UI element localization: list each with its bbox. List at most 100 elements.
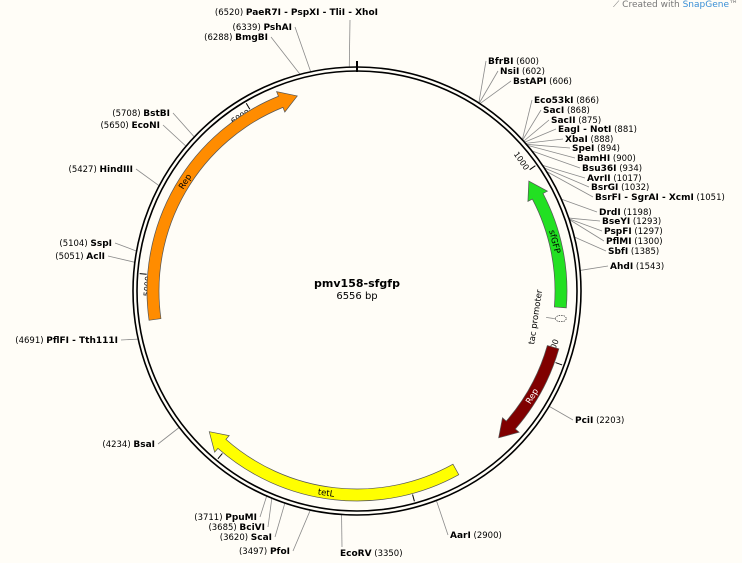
enzyme-name: PshAI <box>263 23 292 33</box>
enzyme-position: (2900) <box>471 531 502 541</box>
enzyme-leader-line <box>527 144 576 159</box>
enzyme-name: SspI <box>90 239 112 249</box>
enzyme-site-label[interactable]: Eco53kI (866) <box>534 96 599 106</box>
enzyme-name: PaeR7I - PspXI - TliI - XhoI <box>246 8 378 18</box>
enzyme-site-label[interactable]: BstAPI (606) <box>513 77 572 87</box>
enzyme-name: BfrBI <box>488 57 513 67</box>
enzyme-site-label[interactable]: AvrII (1017) <box>587 174 642 184</box>
enzyme-site-label[interactable]: PflMI (1300) <box>606 237 663 247</box>
enzyme-position: (5427) <box>69 165 100 175</box>
enzyme-site-label[interactable]: BfrBI (600) <box>488 57 539 67</box>
enzyme-site-label[interactable]: (6520) PaeR7I - PspXI - TliI - XhoI <box>215 8 378 18</box>
enzyme-site-label[interactable]: EcoRV (3350) <box>340 549 403 559</box>
enzyme-site-label[interactable]: (6339) PshAI <box>233 23 293 33</box>
enzyme-site-label[interactable]: (3620) ScaI <box>220 533 272 543</box>
enzyme-site-label[interactable]: (5051) AclI <box>55 252 105 262</box>
enzyme-leader-line <box>568 217 601 222</box>
enzyme-site-label[interactable]: PspFI (1297) <box>604 227 663 237</box>
enzyme-leader-line <box>162 124 187 147</box>
feature-arrow-sfgfp <box>527 180 568 309</box>
enzyme-site-label[interactable]: BsrGI (1032) <box>591 183 649 193</box>
enzyme-site-label[interactable]: SpeI (894) <box>572 144 620 154</box>
tick-mark <box>245 102 251 110</box>
enzyme-name: Eco53kI <box>534 96 574 106</box>
enzyme-site-label[interactable]: (4234) BsaI <box>102 440 155 450</box>
enzyme-position: (5650) <box>100 121 131 131</box>
enzyme-leader-line <box>135 168 160 187</box>
enzyme-leader-line <box>525 138 564 144</box>
enzyme-site-label[interactable]: (4691) PflFI - Tth111I <box>15 336 118 346</box>
logo-icon: ⟋ <box>612 0 623 10</box>
feature-arrow-rep <box>498 345 560 439</box>
enzyme-position: (1051) <box>694 193 725 203</box>
enzyme-name: PciI <box>575 416 593 426</box>
enzyme-leader-line <box>120 338 139 341</box>
enzyme-name: BstAPI <box>513 77 546 87</box>
enzyme-site-label[interactable]: (3497) PfoI <box>239 547 290 557</box>
enzyme-leader-line <box>569 219 605 242</box>
enzyme-site-label[interactable]: BsrFI - SgrAI - XcmI (1051) <box>595 193 725 203</box>
enzyme-leader-line <box>478 60 487 104</box>
enzyme-site-label[interactable]: Bsu36I (934) <box>582 164 642 174</box>
enzyme-leader-line <box>294 26 312 72</box>
enzyme-name: PflFI - Tth111I <box>46 336 118 346</box>
feature-arrow-rep <box>146 91 298 321</box>
enzyme-name: AclI <box>86 252 105 262</box>
enzyme-name: SacI <box>543 106 564 116</box>
enzyme-site-label[interactable]: DrdI (1198) <box>599 208 652 218</box>
enzyme-position: (1543) <box>633 262 664 272</box>
enzyme-site-label[interactable]: BamHI (900) <box>577 154 636 164</box>
enzyme-site-label[interactable]: (3711) PpuMI <box>194 513 257 523</box>
enzyme-site-label[interactable]: (5104) SspI <box>59 239 112 249</box>
enzyme-position: (1297) <box>632 227 663 237</box>
enzyme-position: (1032) <box>618 183 649 193</box>
enzyme-leader-line <box>526 143 571 149</box>
enzyme-site-label[interactable]: EagI - NotI (881) <box>558 125 637 135</box>
enzyme-leader-line <box>157 427 180 445</box>
enzyme-position: (3711) <box>194 513 225 523</box>
enzyme-site-label[interactable]: AhdI (1543) <box>610 262 664 272</box>
enzyme-position: (3685) <box>208 523 239 533</box>
feature-label: sfGFP <box>546 229 562 255</box>
enzyme-site-label[interactable]: AarI (2900) <box>450 531 502 541</box>
enzyme-leader-line <box>478 70 499 104</box>
enzyme-position: (875) <box>576 116 602 126</box>
enzyme-position: (888) <box>588 135 614 145</box>
enzyme-leader-line <box>574 236 607 252</box>
enzyme-position: (881) <box>611 125 637 135</box>
enzyme-position: (1198) <box>621 208 652 218</box>
enzyme-site-label[interactable]: (6288) BmgBI <box>204 33 268 43</box>
enzyme-name: AhdI <box>610 262 633 272</box>
enzyme-leader-line <box>524 128 557 143</box>
enzyme-leader-line <box>531 150 581 169</box>
enzyme-position: (3350) <box>372 549 403 559</box>
enzyme-name: BciVI <box>239 523 265 533</box>
enzyme-position: (2203) <box>593 416 624 426</box>
enzyme-site-label[interactable]: BseYI (1293) <box>602 217 661 227</box>
enzyme-site-label[interactable]: NsiI (602) <box>500 67 545 77</box>
enzyme-name: SacII <box>551 116 576 126</box>
promoter-label: tac promoter <box>527 288 545 345</box>
enzyme-position: (5708) <box>112 109 143 119</box>
enzyme-position: (866) <box>574 96 600 106</box>
enzyme-position: (602) <box>519 67 545 77</box>
enzyme-site-label[interactable]: (5708) BstBI <box>112 109 170 119</box>
enzyme-site-label[interactable]: XbaI (888) <box>565 135 613 145</box>
enzyme-position: (934) <box>617 164 643 174</box>
enzyme-name: EcoNI <box>131 121 160 131</box>
enzyme-site-label[interactable]: PciI (2203) <box>575 416 624 426</box>
enzyme-site-label[interactable]: SacII (875) <box>551 116 601 126</box>
enzyme-site-label[interactable]: (5427) HindIII <box>69 165 133 175</box>
enzyme-position: (3620) <box>220 533 251 543</box>
enzyme-site-label[interactable]: SbfI (1385) <box>608 247 659 257</box>
enzyme-site-label[interactable]: (3685) BciVI <box>208 523 265 533</box>
enzyme-leader-line <box>546 170 594 198</box>
enzyme-site-label[interactable]: (5650) EcoNI <box>100 121 160 131</box>
enzyme-position: (1017) <box>611 174 642 184</box>
enzyme-name: XbaI <box>565 135 588 145</box>
enzyme-name: PpuMI <box>225 513 257 523</box>
enzyme-name: PfoI <box>270 547 290 557</box>
enzyme-site-label[interactable]: SacI (868) <box>543 106 590 116</box>
enzyme-position: (868) <box>564 106 590 116</box>
